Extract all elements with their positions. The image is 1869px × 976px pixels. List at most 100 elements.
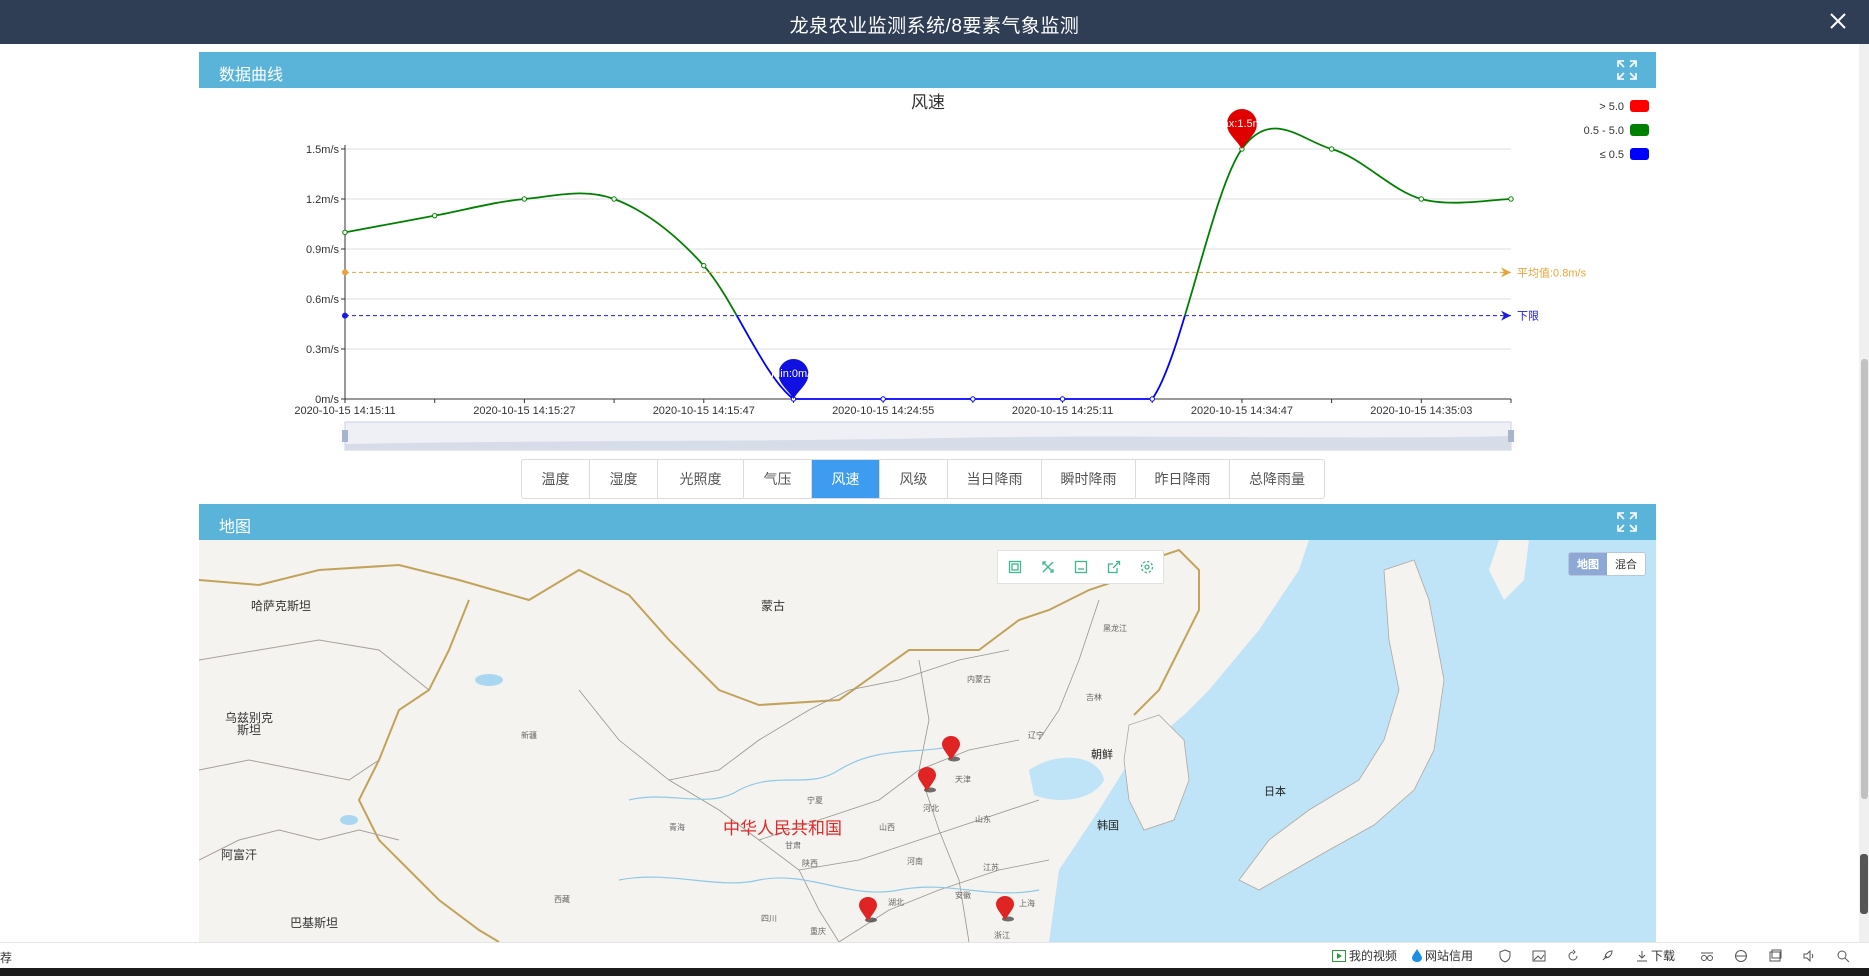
x-tick-label: 2020-10-15 14:15:47 (653, 405, 755, 417)
search-icon[interactable] (1836, 949, 1850, 963)
y-tick-label: 0.3m/s (306, 344, 340, 356)
map-view[interactable]: 地图 混合 蒙古 哈萨克斯坦 乌兹别克 斯坦 阿富汗 巴基斯坦 中华人民共和国 … (199, 540, 1656, 942)
image-icon[interactable] (1532, 949, 1546, 963)
map-label-shandong: 山东 (975, 815, 991, 824)
page-scrollbar[interactable] (1859, 44, 1869, 942)
tab-3[interactable]: 气压 (744, 460, 812, 498)
station-marker[interactable] (858, 897, 878, 923)
save-icon[interactable] (998, 551, 1031, 583)
datazoom-handle-right (1508, 430, 1514, 442)
datazoom-handle-left (342, 430, 348, 442)
map-label-gansu: 甘肃 (785, 841, 801, 850)
x-tick-label: 2020-10-15 14:24:55 (832, 405, 934, 417)
close-icon[interactable] (1825, 8, 1851, 34)
tab-1[interactable]: 湿度 (590, 460, 658, 498)
station-marker[interactable] (917, 767, 937, 793)
markpoint-label: Max:1.5m/s (1213, 118, 1270, 130)
map-label-shanghai: 上海 (1019, 899, 1035, 908)
scrollbar-thumb[interactable] (1861, 359, 1868, 799)
share-icon[interactable] (1097, 551, 1130, 583)
fullscreen-icon[interactable] (1616, 511, 1638, 533)
map-label-shaanxi: 陕西 (802, 859, 818, 868)
markline-arrow (1501, 310, 1511, 321)
map-label-mongolia: 蒙古 (761, 599, 786, 613)
data-point (1059, 396, 1066, 402)
visualmap-label: > 5.0 (1599, 101, 1624, 113)
chart-svg: 风速 0m/s 0.3m/s 0.6m/s 0.9m/s 1.2m/s 1.5m/s 2020… (294, 93, 1649, 451)
map-type-hybrid-button[interactable]: 混合 (1607, 553, 1645, 575)
site-credit-button[interactable]: 网站信用 (1412, 947, 1473, 964)
map-label-chongqing: 重庆 (810, 927, 826, 936)
x-tick-label: 2020-10-15 14:34:47 (1191, 405, 1293, 417)
data-point (1328, 146, 1335, 152)
tab-6[interactable]: 当日降雨 (948, 460, 1042, 498)
series-line-segment (434, 198, 525, 217)
tab-9[interactable]: 总降雨量 (1249, 471, 1305, 487)
map-label-henan: 河南 (907, 857, 923, 866)
map-label-jiangsu: 江苏 (983, 863, 999, 872)
site-credit-label: 网站信用 (1425, 949, 1474, 963)
x-tick-label: 2020-10-15 14:25:11 (1012, 405, 1113, 417)
fullscreen-icon[interactable] (1616, 59, 1638, 81)
metric-tabs: 温度 湿度 光照度 气压 风速 风级 当日降雨 瞬时降雨 昨日降雨 总降雨量 (521, 459, 1325, 499)
series-line-segment (1183, 148, 1243, 316)
data-point (431, 212, 438, 219)
map-label-japan: 日本 (1264, 786, 1286, 798)
settings-icon[interactable] (1130, 551, 1163, 583)
glasses-icon[interactable] (1700, 949, 1714, 963)
y-tick-label: 0.9m/s (306, 244, 340, 256)
series-line-segment (1241, 127, 1332, 150)
refresh-icon[interactable] (1566, 949, 1580, 963)
markline-arrow (1501, 267, 1511, 278)
y-tick-label: 1.5m/s (306, 144, 340, 156)
rocket-icon[interactable] (1600, 949, 1614, 963)
map-label-qinghai: 青海 (669, 823, 685, 832)
map-label-hubei: 湖北 (888, 898, 904, 907)
tab-4[interactable]: 风速 (812, 460, 880, 498)
map-label-south-korea: 韩国 (1097, 820, 1119, 832)
map-label-sichuan: 四川 (761, 914, 777, 923)
download-icon[interactable] (1064, 551, 1097, 583)
scrollbar-thumb-secondary[interactable] (1860, 854, 1868, 914)
map-label-afghanistan: 阿富汗 (221, 848, 258, 862)
download-icon (1637, 950, 1647, 961)
series-line-segment (1331, 148, 1422, 200)
tab-7[interactable]: 瞬时降雨 (1042, 460, 1136, 498)
map-label-heilongjiang: 黑龙江 (1103, 624, 1127, 633)
fullscreen-icon[interactable] (1031, 551, 1064, 583)
tab-0[interactable]: 温度 (522, 460, 590, 498)
map-toolbar (997, 550, 1164, 584)
series-line-segment (735, 315, 794, 400)
data-point (342, 229, 348, 236)
series-line-segment (1151, 315, 1186, 400)
window-icon[interactable] (1768, 949, 1782, 963)
os-taskbar (0, 968, 1869, 976)
data-point (611, 196, 617, 202)
series-line-segment (524, 192, 615, 200)
y-tick-label: 0m/s (315, 394, 339, 406)
map-label-jilin: 吉林 (1086, 693, 1102, 702)
download-button[interactable]: 下载 (1636, 947, 1675, 964)
x-tick-label: 2020-10-15 14:15:27 (473, 405, 575, 417)
map-type-map-button[interactable]: 地图 (1569, 553, 1607, 575)
my-video-label: 我的视频 (1349, 949, 1398, 963)
map-label-inner-mongolia: 内蒙古 (967, 675, 991, 684)
map-label-anhui: 安徽 (955, 891, 971, 900)
visualmap-swatch (1630, 148, 1649, 160)
data-point (880, 396, 886, 402)
tab-8[interactable]: 昨日降雨 (1136, 460, 1230, 498)
tab-5[interactable]: 风级 (880, 460, 948, 498)
browser-icon[interactable] (1734, 949, 1748, 963)
x-tick-label: 2020-10-15 14:15:11 (294, 405, 395, 417)
tab-2[interactable]: 光照度 (658, 460, 744, 498)
markpoint-pin (778, 359, 809, 399)
y-tick-label: 1.2m/s (306, 194, 340, 206)
x-tick-label: 2020-10-15 14:35:03 (1370, 405, 1472, 417)
station-marker[interactable] (941, 736, 961, 762)
series-line-segment (613, 198, 705, 267)
station-marker[interactable] (995, 896, 1015, 922)
y-tick-label: 0.6m/s (306, 294, 340, 306)
my-video-button[interactable]: 我的视频 (1332, 947, 1397, 964)
speaker-icon[interactable] (1802, 949, 1816, 963)
shield-icon[interactable] (1498, 949, 1512, 963)
